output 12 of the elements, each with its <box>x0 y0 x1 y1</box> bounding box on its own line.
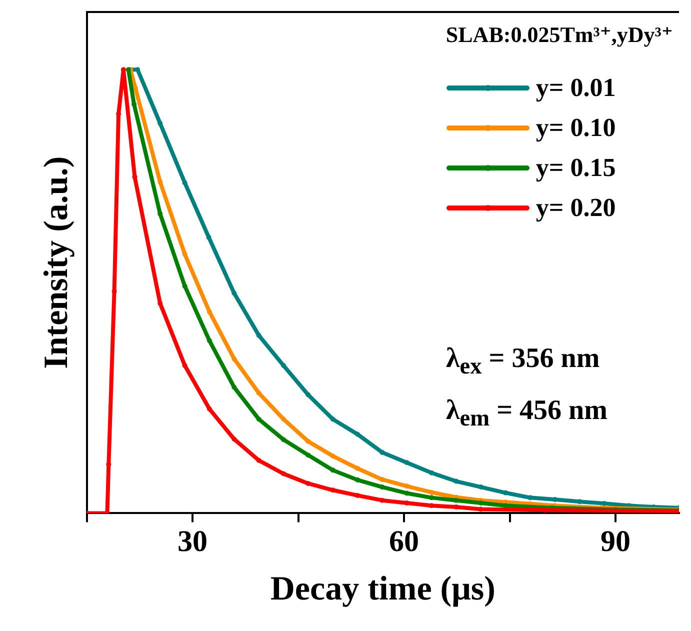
annotation: λ$_{ex}$ = 356 nm <box>446 343 600 381</box>
x-tick-label: 90 <box>600 524 631 558</box>
y-axis-title: Intensity (a.u.) <box>38 156 76 369</box>
legend-label: y= 0.15 <box>536 153 616 183</box>
legend-title: SLAB:0.025Tm³⁺,yDy³⁺ <box>446 22 673 48</box>
x-tick-label: 30 <box>178 524 208 558</box>
annotation: λ$_{em}$ = 456 nm <box>446 395 608 433</box>
legend-label: y= 0.20 <box>536 193 616 223</box>
x-tick-label: 60 <box>389 524 420 558</box>
legend-label: y= 0.01 <box>536 73 616 103</box>
x-axis-title: Decay time (μs) <box>270 570 496 608</box>
legend-label: y= 0.10 <box>536 113 616 143</box>
